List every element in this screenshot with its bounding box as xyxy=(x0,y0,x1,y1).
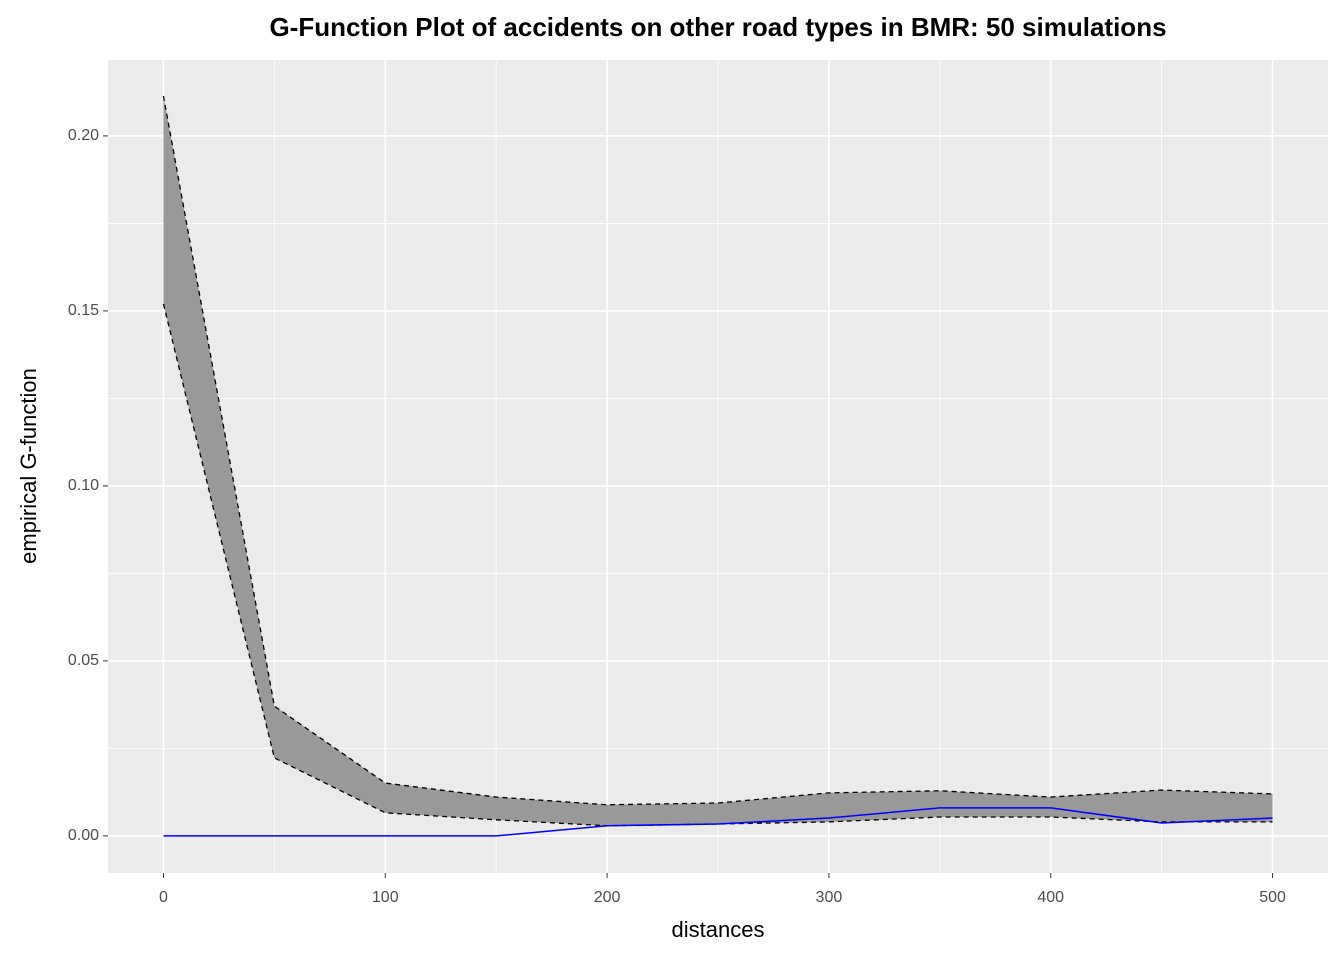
y-tick-label: 0.05 xyxy=(68,652,99,669)
x-tick-label: 300 xyxy=(816,889,843,906)
x-tick-label: 200 xyxy=(594,889,621,906)
x-tick-label: 500 xyxy=(1259,889,1286,906)
y-tick-label: 0.15 xyxy=(68,302,99,319)
x-tick-label: 100 xyxy=(372,889,399,906)
observed-line xyxy=(163,807,1273,837)
envelope-lower xyxy=(162,303,1273,827)
y-axis-title: empirical G-function xyxy=(16,368,41,564)
y-tick-label: 0.00 xyxy=(68,827,99,844)
envelope-upper xyxy=(162,95,1273,806)
chart-title: G-Function Plot of accidents on other ro… xyxy=(269,12,1166,42)
envelope-area xyxy=(163,96,1273,826)
x-tick-label: 0 xyxy=(159,889,168,906)
y-tick-label: 0.20 xyxy=(68,127,99,144)
x-axis-title: distances xyxy=(672,917,765,942)
x-tick-label: 400 xyxy=(1037,889,1064,906)
y-tick-label: 0.10 xyxy=(68,477,99,494)
